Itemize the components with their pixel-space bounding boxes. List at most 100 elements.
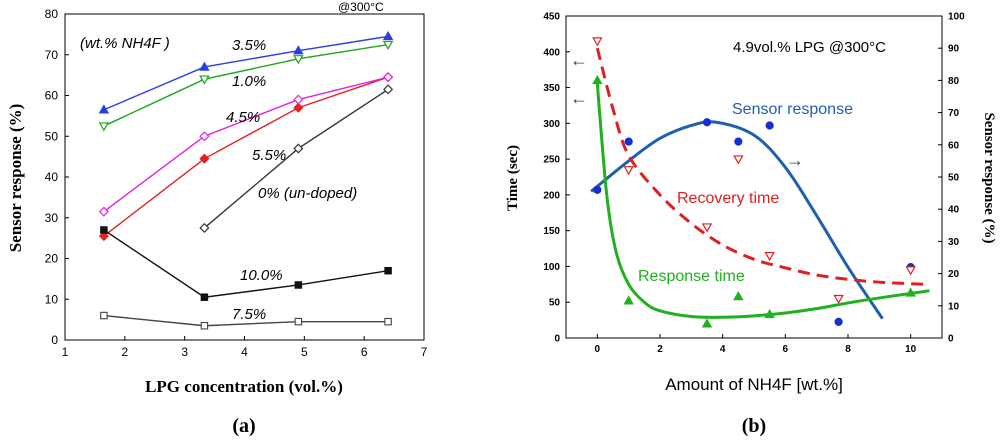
panel-b-caption: (b)	[742, 415, 766, 437]
panel-a-xtick-label: 6	[361, 345, 368, 359]
panel-a-series-line	[103, 76, 389, 213]
label-response-time: Response time	[638, 268, 745, 285]
panel-a-ylabel: Sensor response (%)	[6, 104, 25, 253]
panel-b-data-point	[624, 137, 633, 146]
panel-a-data-point	[293, 94, 304, 105]
panel-b-data-point	[733, 155, 744, 165]
panel-a-data-point	[294, 281, 303, 289]
series-label-undoped: 0% (un-doped)	[258, 185, 357, 202]
panel-b-y2tick-label: 20	[948, 269, 960, 280]
panel-b-fit-curve	[595, 47, 927, 286]
panel-a-xlabel: LPG concentration (vol.%)	[145, 377, 343, 396]
label-recovery-time: Recovery time	[677, 190, 779, 207]
panel-a-data-point	[98, 206, 109, 217]
panel-a-data-point	[100, 311, 108, 320]
series-label-3-5: 3.5%	[232, 37, 266, 54]
panel-a-series-line	[103, 43, 389, 127]
panel-b-data-point	[623, 166, 634, 176]
panel-a-xtick-label: 2	[121, 345, 128, 359]
panel-a-data-point	[293, 143, 304, 154]
panel-a-data-point	[199, 222, 210, 233]
panel-a-data-point	[199, 153, 210, 164]
panel-b-title: 4.9vol.% LPG @300°C	[733, 39, 886, 56]
panel-b-y2tick-label: 80	[948, 76, 960, 87]
panel-b-data-point	[905, 287, 916, 297]
panel-a-data-point	[98, 104, 110, 114]
panel-a-data-point	[384, 266, 392, 275]
panel-a-data-point	[293, 55, 304, 65]
panel-b-ytick-label: 200	[543, 190, 560, 201]
panel-a-series-line	[103, 76, 389, 237]
series-label-7-5: 7.5%	[232, 306, 266, 323]
panel-a-xtick-label: 1	[62, 345, 69, 359]
panel-a-data-point	[200, 293, 209, 301]
panel-b-series	[590, 37, 930, 328]
series-label-4-5: 4.5%	[226, 109, 260, 126]
panel-a-data-point	[98, 122, 110, 132]
panel-a-ytick-label: 80	[45, 7, 59, 21]
panel-b-xtick-label: 10	[905, 344, 917, 355]
panel-b-y2tick-label: 0	[948, 334, 954, 345]
panel-a-data-point	[100, 226, 108, 234]
panel-b-ytick-label: 300	[543, 119, 560, 130]
panel-a-ytick-label: 50	[45, 129, 59, 143]
series-label-10-0: 10.0%	[240, 267, 283, 284]
panel-a-xtick-label: 3	[181, 345, 188, 359]
panel-b-data-point	[733, 291, 744, 301]
panel-a-ytick-label: 60	[45, 89, 59, 103]
panel-a-data-point	[199, 75, 210, 85]
panel-a-data-point	[200, 321, 209, 330]
panel-b-data-point	[834, 317, 843, 326]
panel-a-xtick-label: 7	[421, 345, 428, 359]
panel-b-fit-curve	[590, 120, 884, 320]
panel-b-ticks: 0 2 4 6 8 10050100150200250300350400450010203…	[543, 12, 965, 356]
panel-b-ytick-label: 250	[543, 155, 560, 166]
panel-a-data-point	[384, 317, 392, 326]
panel-a-series-line	[103, 314, 389, 327]
label-sensor-response: Sensor response	[732, 101, 853, 118]
panel-b-data-point	[701, 318, 713, 328]
panel-b-y2tick-label: 30	[948, 237, 960, 248]
panel-b-xtick-label: 6	[783, 344, 789, 355]
series-label-5-5: 5.5%	[252, 147, 286, 164]
panel-b-data-point	[905, 266, 916, 276]
panel-b-data-point	[592, 37, 603, 47]
panel-b-y2tick-label: 40	[948, 205, 960, 216]
series-label-1-0: 1.0%	[232, 73, 266, 90]
panel-b: 0 2 4 6 8 10050100150200250300350400450010203…	[505, 12, 997, 438]
panel-b-data-point	[833, 294, 844, 305]
panel-b-y2tick-label: 90	[948, 44, 960, 55]
panel-a-ytick-label: 40	[45, 170, 59, 184]
panel-b-ytick-label: 100	[543, 262, 560, 273]
arrow-recovery-to-left-axis: ←	[570, 50, 588, 70]
panel-b-y2tick-label: 10	[948, 301, 960, 312]
panel-a-ytick-label: 30	[45, 211, 59, 225]
panel-a-caption: (a)	[232, 415, 255, 437]
panel-b-xtick-label: 4	[720, 344, 726, 355]
panel-a-data-point	[383, 72, 394, 83]
panel-a-data-point	[294, 317, 303, 326]
panel-a-data-point	[382, 31, 394, 41]
panel-b-data-point	[701, 223, 713, 233]
panel-a-data-point	[382, 40, 394, 50]
panel-b-data-point	[765, 121, 774, 130]
panel-a-series	[98, 31, 394, 330]
panel-b-data-point	[623, 295, 634, 305]
panel-a-data-point	[199, 61, 210, 71]
panel-b-data-point	[764, 308, 775, 319]
panel-b-data-point	[764, 251, 775, 262]
panel-a-data-point	[383, 84, 394, 95]
panel-a-ytick-label: 70	[45, 48, 59, 62]
panel-a-xtick-label: 5	[301, 345, 308, 359]
panel-b-xtick-label: 2	[657, 344, 663, 355]
panel-b-fit-curve	[595, 83, 930, 319]
panel-b-ylabel: Time (sec)	[505, 145, 521, 211]
panel-b-y2label: Sensor response (%)	[981, 112, 997, 243]
panel-b-xtick-label: 8	[845, 344, 851, 355]
panel-b-ytick-label: 50	[549, 298, 561, 309]
panel-b-ytick-label: 350	[543, 83, 560, 94]
panel-a-series-line	[103, 229, 389, 298]
